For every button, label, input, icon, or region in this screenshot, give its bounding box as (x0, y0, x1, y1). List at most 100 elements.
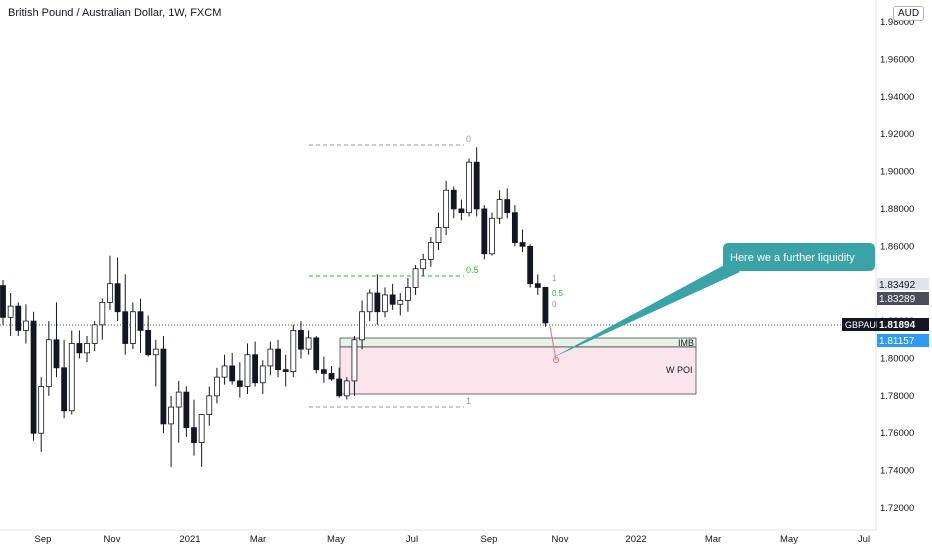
fib2-05-label: 0.5 (552, 289, 564, 298)
price-tick: 1.92000 (880, 129, 914, 140)
candle-body (45, 339, 52, 387)
price-tick: 1.78000 (880, 391, 914, 402)
candle-body (168, 406, 174, 425)
candle-body (137, 311, 144, 331)
candle-body (0, 285, 6, 318)
candle-body (61, 367, 68, 412)
price-label-upper-b: 1.83289 (879, 294, 916, 305)
candle-body (305, 337, 312, 350)
candle-body (76, 343, 83, 354)
fib2-0-label: 0 (552, 300, 557, 309)
candle-body (38, 386, 45, 434)
callout-pointer (552, 263, 740, 358)
w-poi-zone[interactable] (339, 346, 697, 395)
price-axis[interactable]: 1.98000 1.96000 1.94000 1.92000 1.90000 1.880… (880, 17, 914, 514)
candle-body (23, 320, 29, 331)
time-tick: Nov (552, 534, 569, 545)
fib-0-label: 0 (466, 134, 471, 144)
candle-body (145, 330, 152, 356)
price-tick: 1.80000 (880, 353, 914, 364)
candle-body (183, 391, 190, 429)
candle-body (221, 365, 228, 378)
time-tick: Mar (250, 534, 266, 545)
time-tick: Mar (705, 534, 721, 545)
candle-body (15, 305, 22, 331)
time-tick: Jul (858, 534, 870, 545)
candle-body (229, 365, 236, 382)
candle-body (481, 208, 488, 255)
projection-target (553, 357, 559, 363)
candle-body (534, 283, 541, 288)
candle-body (160, 348, 167, 425)
candle-body (244, 354, 251, 387)
callout-text: Here we a further liquidity (730, 252, 855, 264)
imb-zone[interactable] (339, 337, 697, 348)
candle-body (412, 268, 419, 288)
candle-body (527, 245, 534, 285)
candle-body (382, 294, 388, 313)
candle-body (214, 376, 220, 397)
time-tick: 2021 (179, 534, 200, 545)
price-tick: 1.96000 (880, 54, 914, 65)
price-tick: 1.88000 (880, 204, 914, 215)
candle-body (129, 311, 136, 344)
candle-body (313, 337, 320, 371)
candle-body (320, 369, 327, 374)
callout-box[interactable] (723, 243, 875, 271)
projection-line (549, 325, 557, 361)
candle-body (420, 258, 427, 270)
time-tick: Sep (35, 534, 52, 545)
candle-body (519, 242, 526, 247)
price-label-upper-b-box (877, 292, 929, 305)
candle-body (359, 311, 365, 341)
candle-body (122, 311, 129, 344)
candle-body (206, 395, 213, 415)
w-poi-label: W POI (666, 365, 693, 375)
time-tick: Nov (104, 534, 121, 545)
price-label-current: 1.81894 (879, 320, 916, 331)
candle-body (343, 380, 350, 397)
candle-body (336, 378, 343, 397)
price-label-upper-a: 1.83492 (879, 280, 916, 291)
candle-body (152, 348, 159, 356)
candle-body (405, 287, 411, 301)
candle-body (252, 354, 259, 384)
price-tick: 1.72000 (880, 503, 914, 514)
candle-body (298, 330, 304, 350)
candle-body (290, 330, 297, 372)
candle-body (68, 343, 75, 412)
candle-body (114, 283, 121, 313)
time-tick: Sep (481, 534, 498, 545)
time-tick: May (780, 534, 798, 545)
candle-body (542, 287, 549, 324)
currency-unit-badge[interactable]: AUD (893, 6, 925, 21)
price-label-upper-a-box (877, 278, 929, 290)
candle-body (107, 283, 113, 303)
candle-body (30, 320, 37, 434)
candle-body (191, 427, 197, 443)
candle-body (236, 380, 243, 387)
candle-body (511, 212, 518, 243)
candle-body (504, 199, 511, 214)
candle-body (389, 294, 396, 305)
candle-body (7, 305, 14, 318)
candle-body (91, 324, 98, 344)
candle-body (282, 369, 289, 372)
candle-body (397, 300, 404, 305)
candle-body (443, 189, 450, 229)
price-label-lower-box (877, 334, 929, 347)
chart-title: British Pound / Australian Dollar, 1W, F… (8, 7, 222, 19)
imb-label: IMB (678, 338, 694, 348)
time-tick: May (327, 534, 345, 545)
candle-body (267, 348, 274, 367)
price-tick: 1.76000 (880, 428, 914, 439)
candle-body (473, 161, 480, 210)
candle-body (259, 365, 266, 384)
price-label-current-box (877, 318, 929, 331)
time-tick: Jul (406, 534, 418, 545)
candle-body (374, 292, 381, 313)
time-tick: 2022 (625, 534, 646, 545)
time-axis[interactable]: Sep Nov 2021 Mar May Jul Sep Nov 2022 Mar May Jul (35, 534, 871, 545)
price-tick: 1.86000 (880, 241, 914, 252)
